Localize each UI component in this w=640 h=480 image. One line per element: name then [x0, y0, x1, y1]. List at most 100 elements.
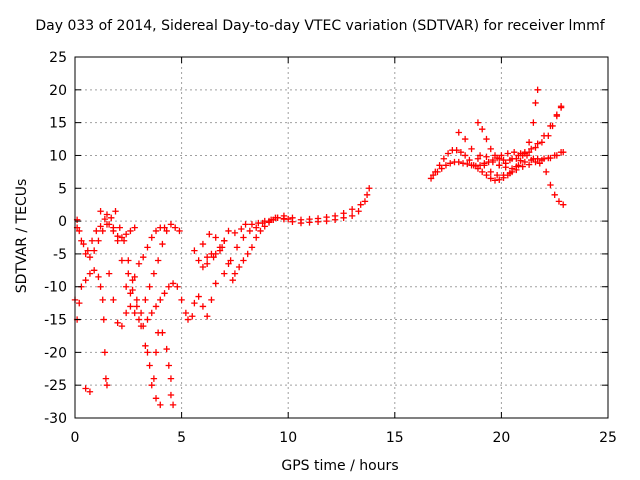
data-point [481, 162, 488, 169]
data-point [517, 157, 524, 164]
data-point [459, 160, 467, 167]
data-point [306, 215, 313, 223]
x-tick-label: 5 [177, 430, 186, 446]
data-point [491, 177, 499, 184]
data-point [498, 152, 505, 159]
data-point [142, 342, 149, 349]
series-arc-6 [105, 224, 168, 330]
data-point [532, 99, 539, 107]
data-point [127, 303, 134, 310]
data-point [208, 296, 215, 304]
series-arc-5 [97, 208, 164, 409]
data-point [457, 148, 465, 156]
data-point [101, 349, 109, 356]
data-point [444, 150, 452, 157]
data-point [218, 244, 226, 251]
data-point [244, 250, 251, 258]
data-point [86, 388, 94, 395]
data-point [100, 316, 107, 323]
data-point [133, 296, 141, 304]
data-point [110, 224, 117, 231]
data-point [108, 214, 115, 222]
data-point [135, 316, 143, 323]
data-point [508, 155, 516, 162]
data-point [169, 280, 177, 287]
data-point [502, 160, 509, 167]
data-point [133, 303, 141, 310]
data-point [225, 260, 232, 267]
data-point [101, 215, 109, 223]
data-point [225, 227, 232, 235]
data-point [99, 227, 106, 235]
data-point [265, 217, 273, 225]
data-point [240, 257, 247, 264]
data-point [540, 155, 548, 162]
data-point [150, 270, 158, 277]
data-point [78, 237, 85, 244]
data-point [238, 225, 245, 233]
data-point [76, 299, 83, 307]
data-point [231, 270, 239, 277]
data-point [161, 290, 168, 297]
series-arc-16 [474, 103, 565, 164]
data-point [555, 198, 563, 205]
data-point [500, 171, 507, 179]
y-tick-label: -30 [44, 411, 67, 427]
y-tick-label: -20 [44, 345, 67, 361]
series-arc-18 [476, 104, 565, 169]
data-point [479, 126, 486, 133]
data-point [95, 237, 102, 244]
data-point [76, 227, 83, 235]
data-point [534, 155, 541, 162]
data-point [534, 86, 541, 94]
data-point [491, 152, 499, 159]
data-point [532, 144, 539, 151]
data-point [144, 316, 151, 323]
data-point [483, 171, 490, 179]
data-point [461, 152, 469, 159]
data-point [82, 385, 89, 392]
data-point [169, 401, 177, 409]
data-point [150, 375, 158, 382]
series-arc-10 [206, 214, 292, 284]
data-point [199, 303, 207, 310]
data-point [538, 139, 546, 146]
data-point [496, 162, 503, 169]
data-point [86, 253, 94, 261]
data-point [122, 283, 130, 290]
x-axis-label: GPS time / hours [281, 458, 399, 474]
axis-ticks: 0 5 10 15 20 25 -30 -25 -20 -15 -10 -5 0 5 10 15 20 25 [44, 50, 617, 446]
data-point [323, 213, 330, 221]
data-point [519, 163, 526, 170]
data-point [487, 145, 494, 153]
data-point [165, 283, 173, 290]
data-point [553, 152, 561, 159]
data-point [167, 221, 175, 228]
data-point [253, 224, 260, 231]
data-point [148, 234, 155, 241]
series-arc-1 [73, 215, 138, 254]
data-point [178, 296, 185, 304]
data-point [257, 227, 264, 235]
data-point [203, 260, 211, 267]
data-point [468, 145, 475, 153]
data-point [120, 237, 128, 244]
data-point [289, 214, 296, 222]
data-point [474, 119, 482, 126]
data-point [154, 257, 162, 264]
data-point [468, 162, 475, 169]
data-point [165, 362, 173, 369]
data-point [129, 286, 136, 294]
data-point [105, 270, 113, 277]
series-arc-11 [199, 185, 373, 261]
data-point [90, 267, 98, 274]
data-point [144, 244, 151, 251]
y-tick-label: 0 [58, 214, 67, 230]
data-point [429, 171, 437, 179]
data-point [90, 247, 98, 254]
data-point [489, 158, 497, 166]
data-point [122, 231, 130, 238]
data-point [118, 234, 126, 241]
data-point [84, 247, 91, 254]
data-point [483, 135, 490, 143]
